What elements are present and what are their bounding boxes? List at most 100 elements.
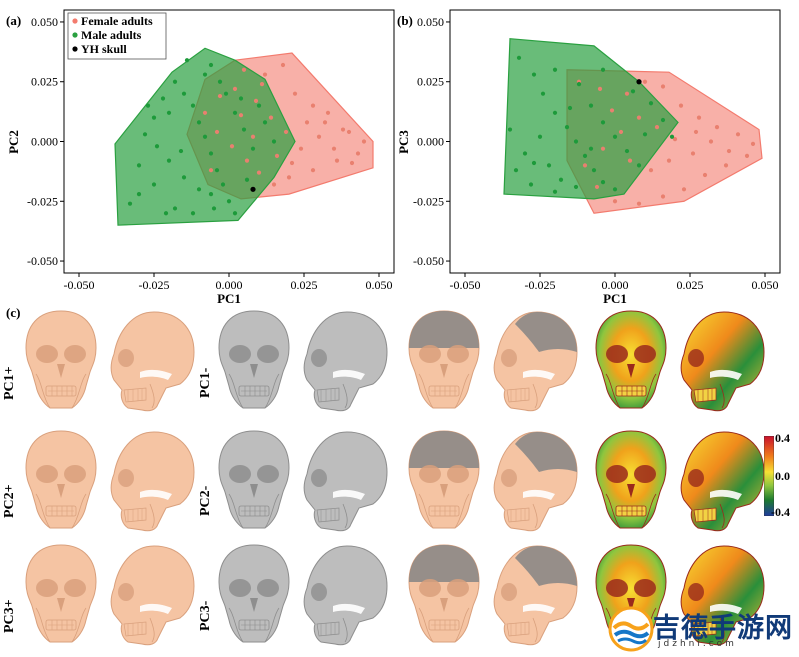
point-female-adults xyxy=(292,91,298,96)
point-male-adults xyxy=(513,168,519,173)
point-female-adults xyxy=(678,103,684,108)
point-male-adults xyxy=(190,211,196,216)
point-male-adults xyxy=(612,134,618,139)
hull-male-adults xyxy=(503,38,679,200)
point-male-adults xyxy=(184,58,190,63)
skull-front-heatmap xyxy=(590,308,672,423)
point-female-adults xyxy=(286,175,292,180)
skull-front-overlay xyxy=(403,542,485,657)
point-female-adults xyxy=(624,91,630,96)
colorbar-mid-label: 0.0 xyxy=(775,469,790,483)
point-female-adults xyxy=(262,72,268,77)
point-male-adults xyxy=(600,67,606,72)
legend-label-male: Male adults xyxy=(81,28,142,42)
y-tick-label: 0.050 xyxy=(31,15,58,29)
point-female-adults xyxy=(214,129,220,135)
point-female-adults xyxy=(636,201,642,206)
point-male-adults xyxy=(241,127,247,132)
skull-side-negative xyxy=(299,308,391,423)
point-female-adults xyxy=(648,168,654,173)
x-tick-label: 0.025 xyxy=(291,278,318,292)
point-female-adults xyxy=(310,103,316,108)
y-tick-label: 0.000 xyxy=(31,135,58,149)
point-male-adults xyxy=(220,182,226,187)
point-male-adults xyxy=(522,151,528,156)
x-tick-label: -0.050 xyxy=(450,278,481,292)
point-male-adults xyxy=(223,91,229,96)
point-female-adults xyxy=(331,146,337,151)
skull-front-positive xyxy=(20,428,102,543)
point-female-adults xyxy=(726,148,732,154)
point-male-adults xyxy=(612,187,618,192)
y-axis-label: PC2 xyxy=(6,130,21,154)
point-female-adults xyxy=(304,120,310,125)
x-tick-label: 0.000 xyxy=(216,278,243,292)
legend-marker-yh xyxy=(72,46,78,52)
y-tick-label: 0.025 xyxy=(417,75,444,89)
legend-marker-female xyxy=(72,18,78,24)
skull-side-positive xyxy=(106,428,198,543)
point-male-adults xyxy=(576,82,582,87)
point-female-adults xyxy=(361,139,367,144)
point-female-adults xyxy=(660,194,666,199)
point-male-adults xyxy=(648,101,654,106)
point-female-adults xyxy=(349,160,355,166)
y-tick-label: -0.025 xyxy=(27,194,58,208)
point-male-adults xyxy=(624,148,630,154)
x-tick-label: -0.025 xyxy=(139,278,170,292)
point-male-adults xyxy=(232,110,238,115)
skull-front-negative xyxy=(213,542,295,657)
point-male-adults xyxy=(573,184,579,190)
point-female-adults xyxy=(229,144,235,149)
point-male-adults xyxy=(160,96,166,101)
y-tick-label: 0.025 xyxy=(31,75,58,89)
point-male-adults xyxy=(588,146,594,151)
point-male-adults xyxy=(151,115,157,120)
skull-side-overlay xyxy=(489,428,581,543)
x-axis-label: PC1 xyxy=(217,291,241,305)
point-female-adults xyxy=(241,67,247,72)
x-tick-label: -0.050 xyxy=(64,278,95,292)
x-tick-label: 0.050 xyxy=(366,278,393,292)
point-male-adults xyxy=(226,199,232,204)
point-male-adults xyxy=(516,55,522,60)
point-male-adults xyxy=(564,125,570,130)
y-tick-label: -0.025 xyxy=(413,194,444,208)
point-male-adults xyxy=(531,72,537,77)
colorbar-max-label: 0.4 xyxy=(775,431,790,445)
point-female-adults xyxy=(259,82,265,87)
point-male-adults xyxy=(181,91,187,96)
colorbar xyxy=(764,436,774,516)
point-female-adults xyxy=(325,110,331,115)
point-male-adults xyxy=(142,132,148,137)
point-male-adults xyxy=(172,79,178,84)
point-male-adults xyxy=(166,158,172,163)
point-female-adults xyxy=(202,110,208,115)
row-label-pc2-minus: PC2- xyxy=(198,485,213,516)
point-female-adults xyxy=(268,115,274,120)
point-female-adults xyxy=(250,134,256,139)
panel-c-skull-shapes: (c) PC1+ PC1- PC2+ PC2- PC3+ PC3- xyxy=(0,300,799,653)
panel-a-pc1-pc2-scatter: -0.050 -0.025 0.000 0.025 0.050 0.050 0.025 0.… xyxy=(0,0,400,305)
point-female-adults xyxy=(618,129,624,135)
skull-front-negative xyxy=(213,428,295,543)
skull-front-overlay xyxy=(403,308,485,423)
point-male-adults xyxy=(244,177,250,182)
pc1-pc2-chart: -0.050 -0.025 0.000 0.025 0.050 0.050 0.025 0.… xyxy=(6,9,395,305)
point-male-adults xyxy=(208,62,214,68)
point-male-adults xyxy=(271,139,277,144)
point-female-adults xyxy=(283,129,289,135)
point-male-adults xyxy=(202,72,208,77)
point-female-adults xyxy=(208,168,214,173)
point-female-adults xyxy=(666,158,672,163)
point-female-adults xyxy=(627,158,633,163)
point-female-adults xyxy=(217,93,223,99)
point-female-adults xyxy=(654,125,660,130)
point-female-adults xyxy=(696,115,702,120)
point-female-adults xyxy=(316,134,322,139)
x-tick-label: 0.025 xyxy=(677,278,704,292)
legend-marker-male xyxy=(72,32,78,38)
point-male-adults xyxy=(630,89,636,94)
y-axis-label: PC3 xyxy=(396,130,411,154)
point-female-adults xyxy=(600,146,606,151)
